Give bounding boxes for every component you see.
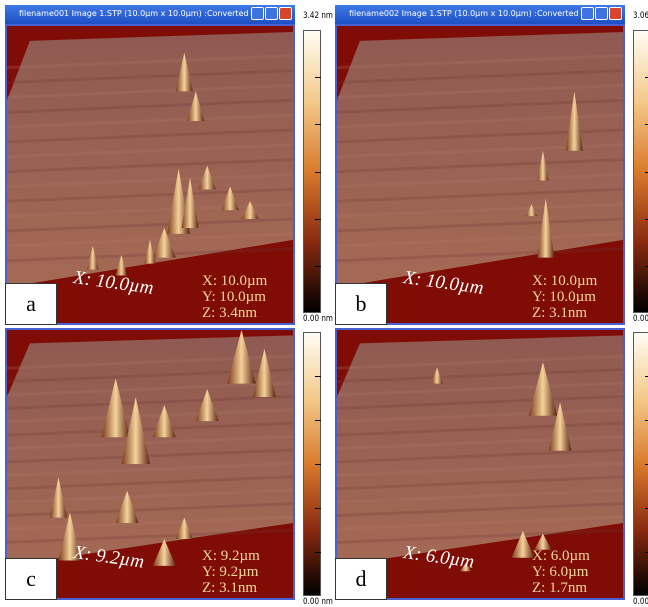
window-button	[581, 7, 594, 20]
color-bar-tick	[315, 552, 321, 553]
window-title: filename002 Image 1.STP (10.0µm x 10.0µm…	[349, 5, 579, 23]
info-line: Y: 10.0µm	[202, 289, 266, 305]
scale-min: 0.00 nm	[303, 597, 333, 607]
color-bar-tick	[315, 508, 321, 509]
info-line: X: 10.0µm	[532, 273, 597, 289]
color-bar-tick	[315, 464, 321, 465]
window-title: filename001 Image 1.STP (10.0µm x 10.0µm…	[19, 5, 249, 23]
window-button	[265, 7, 278, 20]
scale-min: 0.00 nm	[633, 314, 648, 324]
info-line: Z: 1.7nm	[532, 580, 587, 596]
color-bar-tick	[315, 266, 321, 267]
info-line: Y: 9.2µm	[202, 564, 258, 580]
info-line: Z: 3.4nm	[202, 305, 257, 321]
info-line: Z: 3.1nm	[532, 305, 587, 321]
panel-letter: c	[5, 558, 57, 600]
color-bar-tick	[315, 420, 321, 421]
color-bar-tick	[315, 219, 321, 220]
panel-letter: d	[335, 558, 387, 600]
scale-min: 0.00 nm	[303, 314, 333, 324]
scale-max: 3.42 nm	[303, 11, 333, 21]
color-bar-tick	[315, 376, 321, 377]
info-line: X: 9.2µm	[202, 548, 260, 564]
info-line: Y: 6.0µm	[532, 564, 588, 580]
info-line: X: 6.0µm	[532, 548, 590, 564]
scale-min: 0.00 nm	[633, 597, 648, 607]
window-button	[279, 7, 292, 20]
info-line: X: 10.0µm	[202, 273, 267, 289]
color-bar-tick	[315, 172, 321, 173]
info-line: Y: 10.0µm	[532, 289, 596, 305]
info-line: Z: 3.1nm	[202, 580, 257, 596]
window-title-bar: filename001 Image 1.STP (10.0µm x 10.0µm…	[5, 5, 295, 24]
window-title-bar: filename002 Image 1.STP (10.0µm x 10.0µm…	[335, 5, 625, 24]
figure: filename001 Image 1.STP (10.0µm x 10.0µm…	[0, 0, 648, 603]
color-bar-tick	[315, 77, 321, 78]
panel-letter: b	[335, 283, 387, 325]
panel-letter: a	[5, 283, 57, 325]
window-button	[251, 7, 264, 20]
window-button	[595, 7, 608, 20]
scale-max: 3.06 nm	[633, 11, 648, 21]
window-button	[609, 7, 622, 20]
color-bar-tick	[315, 124, 321, 125]
